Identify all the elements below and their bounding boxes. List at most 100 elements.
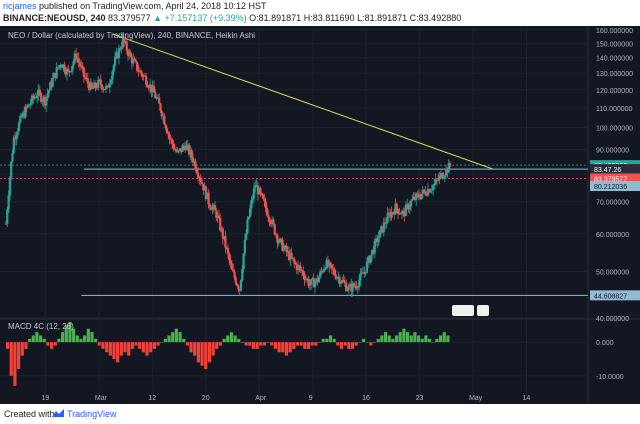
settings-badges[interactable]: [452, 305, 489, 316]
candle-body: [421, 189, 424, 195]
candle-body: [287, 251, 291, 260]
candle-body: [381, 226, 384, 233]
macd-bar: [365, 342, 369, 343]
candle-body: [445, 168, 448, 176]
candle-body: [100, 84, 104, 90]
change-value: ▲ +7.157137 (+9.39%): [153, 13, 247, 23]
macd-bar: [94, 338, 98, 343]
candle-body: [20, 115, 23, 118]
chart-area[interactable]: 160.000000 150.000000 140.000000 130.000000…: [0, 26, 640, 404]
candle-body: [181, 145, 184, 152]
macd-bar: [226, 335, 230, 343]
candle-body: [155, 97, 158, 99]
candle-body: [438, 175, 441, 180]
macd-bar: [402, 328, 406, 343]
y-tick-label: 110.000000: [596, 106, 633, 113]
candle-body: [110, 79, 113, 84]
candle-body: [432, 185, 435, 190]
candle-body: [380, 226, 383, 231]
candle-body: [233, 271, 236, 278]
candle-body: [255, 185, 258, 187]
candle-body: [13, 137, 17, 140]
candle-body: [241, 269, 244, 280]
candle-body: [256, 185, 259, 195]
macd-bar: [108, 342, 112, 356]
macd-bar: [435, 338, 439, 343]
macd-bar: [405, 332, 410, 343]
candle-body: [382, 222, 385, 233]
candle-body: [128, 52, 131, 56]
candle-body: [143, 75, 147, 77]
macd-bar: [138, 342, 142, 349]
chart-svg[interactable]: 160.000000 150.000000 140.000000 130.000000…: [0, 26, 640, 404]
macd-bar: [46, 342, 50, 346]
candle-body: [163, 115, 166, 125]
candle-body: [248, 208, 252, 217]
candle-body: [245, 233, 248, 240]
candle-body: [67, 68, 70, 71]
candle-body: [226, 247, 230, 254]
candle-body: [333, 269, 336, 275]
tradingview-logo-icon: [52, 409, 64, 417]
macd-bar: [64, 325, 68, 343]
macd-bar: [332, 338, 336, 343]
candle-body: [386, 212, 389, 223]
candle-body: [272, 219, 275, 225]
badge-1[interactable]: [452, 305, 474, 316]
tradingview-brand[interactable]: TradingView: [67, 409, 117, 419]
candle-body: [396, 209, 400, 214]
candle-body: [307, 278, 310, 286]
macd-bar: [292, 342, 296, 349]
candle-body: [156, 97, 159, 99]
candle-body: [213, 205, 217, 211]
candle-body: [335, 277, 339, 279]
candle-body: [441, 173, 444, 179]
candle-body: [65, 68, 69, 75]
macd-bar: [438, 335, 443, 343]
candle-body: [134, 60, 137, 62]
author-link[interactable]: ricjames: [3, 1, 37, 11]
candle-body: [160, 111, 163, 117]
candle-body: [72, 61, 75, 66]
x-tick-label: 20: [202, 395, 210, 402]
macd-bar: [134, 342, 138, 346]
macd-bar: [295, 342, 300, 346]
candle-body: [269, 222, 272, 225]
candle-body: [230, 263, 233, 270]
badge-2[interactable]: [477, 305, 489, 316]
candle-body: [90, 82, 93, 88]
macd-bar: [255, 342, 259, 349]
macd-bar: [9, 342, 13, 376]
candle-body: [219, 217, 222, 231]
candle-body: [4, 223, 8, 225]
candle-body: [306, 278, 309, 280]
candle-body: [322, 268, 326, 272]
candle-body: [17, 122, 21, 131]
y-tick-label: 40.000000: [596, 316, 629, 323]
candle-body: [106, 85, 109, 87]
candle-body: [202, 183, 205, 191]
macd-bar: [31, 335, 35, 343]
candle-body: [159, 103, 162, 112]
y-tick-label: 100.000000: [596, 126, 633, 133]
candle-body: [121, 37, 124, 48]
macd-bar: [446, 335, 450, 343]
candle-body: [371, 249, 374, 255]
macd-bar: [383, 332, 388, 343]
candle-body: [311, 278, 314, 280]
candle-body: [80, 65, 83, 67]
candle-body: [215, 210, 218, 218]
candle-body: [85, 77, 88, 79]
candle-body: [78, 62, 82, 67]
candle-body: [299, 266, 302, 271]
candle-body: [312, 278, 315, 288]
candle-body: [284, 245, 287, 248]
candle-body: [11, 153, 14, 162]
macd-bar: [303, 342, 307, 349]
candle-body: [25, 106, 28, 108]
candle-body: [64, 71, 67, 75]
candle-body: [187, 144, 191, 155]
candle-body: [203, 186, 206, 191]
macd-bar: [321, 338, 325, 343]
candle-body: [280, 238, 283, 240]
